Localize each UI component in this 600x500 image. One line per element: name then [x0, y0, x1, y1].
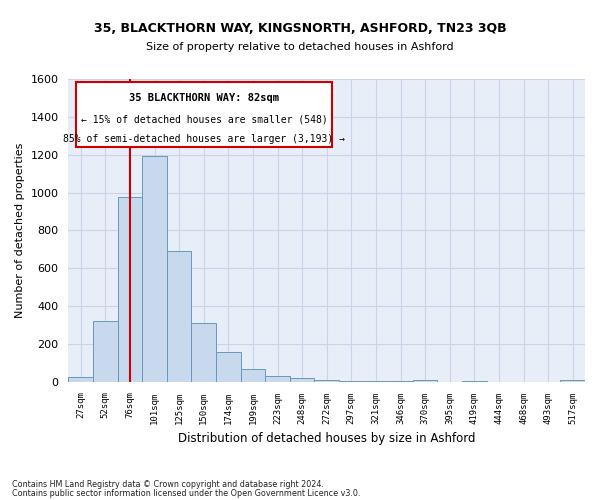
Text: Contains HM Land Registry data © Crown copyright and database right 2024.: Contains HM Land Registry data © Crown c… [12, 480, 324, 489]
Bar [290, 378, 314, 382]
Bar [68, 377, 93, 382]
Text: Contains public sector information licensed under the Open Government Licence v3: Contains public sector information licen… [12, 489, 361, 498]
Text: 35, BLACKTHORN WAY, KINGSNORTH, ASHFORD, TN23 3QB: 35, BLACKTHORN WAY, KINGSNORTH, ASHFORD,… [94, 22, 506, 36]
Bar [462, 381, 487, 382]
Bar [216, 352, 241, 382]
Y-axis label: Number of detached properties: Number of detached properties [15, 142, 25, 318]
Bar [142, 156, 167, 382]
Bar [93, 321, 118, 382]
Bar [191, 323, 216, 382]
Bar [560, 380, 585, 382]
Bar [118, 197, 142, 382]
Text: Size of property relative to detached houses in Ashford: Size of property relative to detached ho… [146, 42, 454, 52]
Bar [364, 381, 388, 382]
Text: 35 BLACKTHORN WAY: 82sqm: 35 BLACKTHORN WAY: 82sqm [129, 94, 279, 104]
Bar [413, 380, 437, 382]
FancyBboxPatch shape [76, 82, 332, 147]
Bar [167, 251, 191, 382]
Bar [314, 380, 339, 382]
Text: ← 15% of detached houses are smaller (548): ← 15% of detached houses are smaller (54… [80, 115, 328, 125]
Bar [265, 376, 290, 382]
Bar [339, 380, 364, 382]
Text: 85% of semi-detached houses are larger (3,193) →: 85% of semi-detached houses are larger (… [63, 134, 345, 144]
Bar [241, 370, 265, 382]
X-axis label: Distribution of detached houses by size in Ashford: Distribution of detached houses by size … [178, 432, 475, 445]
